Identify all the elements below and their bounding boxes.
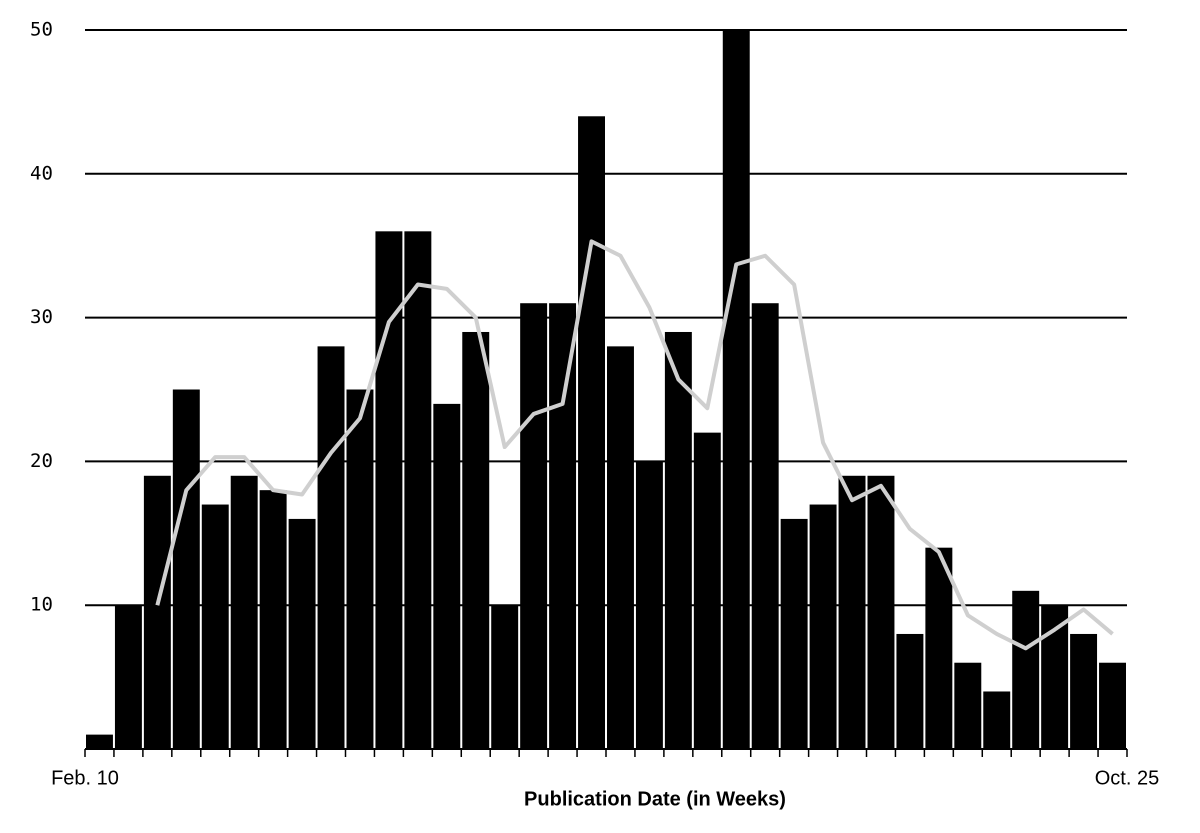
bar [983,691,1011,749]
bar [259,490,287,749]
bar [867,475,895,749]
bar [86,734,113,749]
bar [317,346,345,749]
bar [838,475,866,749]
bar [896,633,924,749]
bar [114,605,142,749]
bar [201,504,229,749]
bar [346,389,374,749]
bar [491,605,519,749]
bar [1041,605,1069,749]
moving-average-line [155,239,1114,651]
bar [549,303,577,749]
y-tick-label: 10 [30,594,53,616]
y-tick-label: 30 [30,306,53,328]
bar [809,504,837,749]
bar [607,346,634,749]
x-tick-label: Feb. 10 [51,767,119,789]
bar [578,116,605,749]
bar [635,461,663,749]
bar [462,331,490,749]
bar [751,303,779,749]
bar [288,518,316,749]
x-axis-title: Publication Date (in Weeks) [524,788,786,810]
bar [780,518,808,749]
bar [722,30,750,749]
bar [404,231,432,749]
bar [1099,662,1126,749]
bar [954,662,982,749]
bar [172,389,200,749]
y-tick-label: 50 [30,19,53,41]
bar [925,547,953,749]
bar [433,403,461,749]
bar [520,303,548,749]
y-tick-label: 40 [30,162,53,184]
bar [693,432,721,749]
bar [1012,590,1040,749]
bar [143,475,171,749]
bar [230,475,258,749]
x-tick-label: Oct. 25 [1095,767,1159,789]
bar [375,231,403,749]
bar [664,331,692,749]
bar [1070,633,1098,749]
y-tick-label: 20 [30,450,53,472]
